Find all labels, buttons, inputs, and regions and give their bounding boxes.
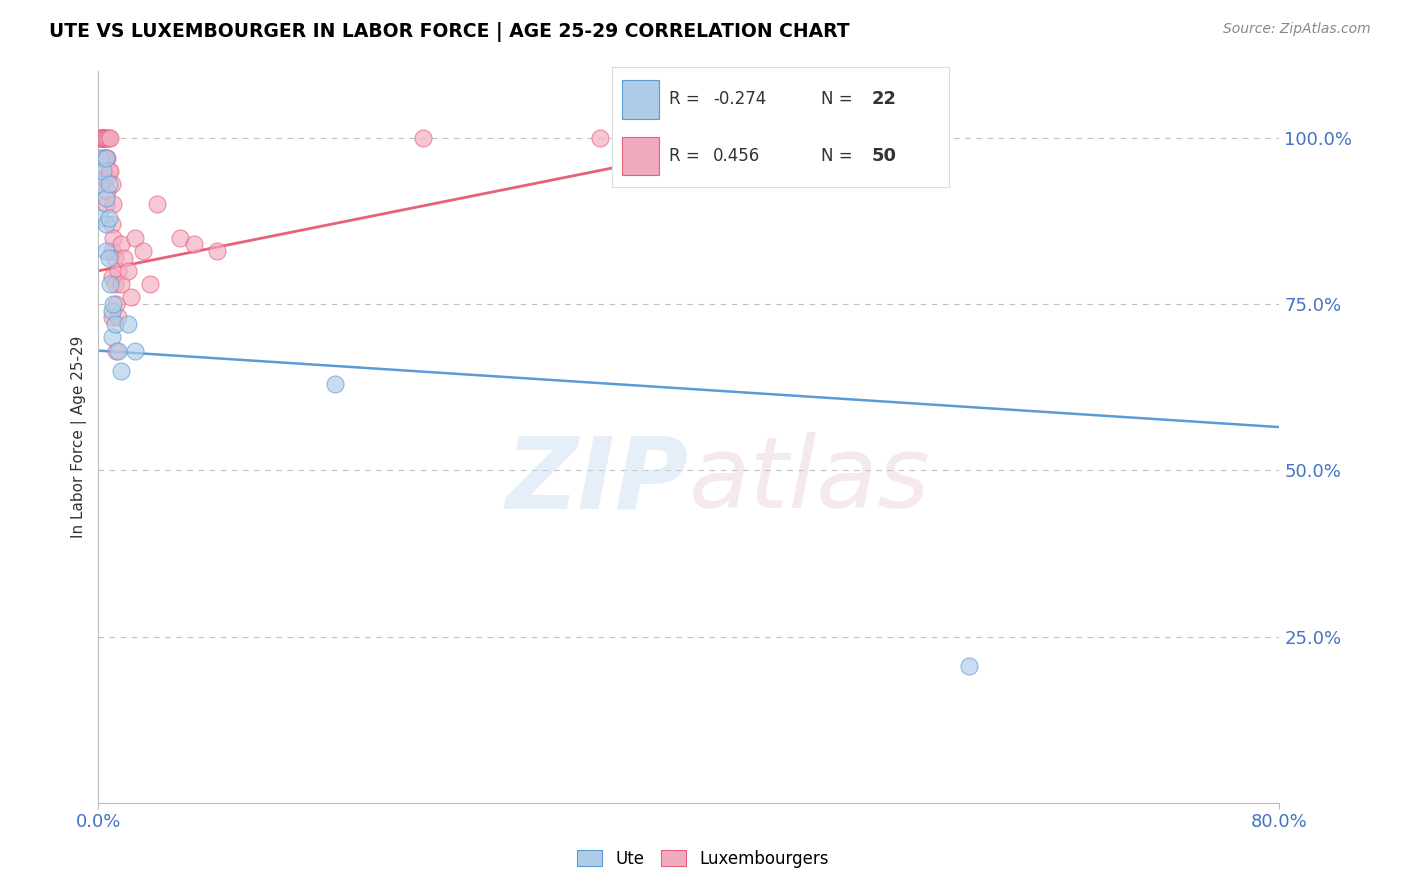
- Point: [124, 230, 146, 244]
- Point: [91, 131, 114, 145]
- Text: R =: R =: [669, 147, 704, 165]
- Point: [97, 131, 120, 145]
- Point: [94, 170, 117, 185]
- Point: [110, 237, 132, 252]
- Point: [205, 244, 228, 258]
- Point: [94, 217, 117, 231]
- Text: 0.456: 0.456: [713, 147, 761, 165]
- Point: [139, 277, 162, 292]
- Point: [96, 184, 118, 198]
- Point: [91, 131, 114, 145]
- Point: [100, 330, 122, 344]
- Text: -0.274: -0.274: [713, 90, 766, 109]
- Point: [94, 151, 117, 165]
- Point: [97, 164, 120, 178]
- Point: [959, 659, 981, 673]
- Point: [100, 303, 122, 318]
- Point: [103, 230, 125, 244]
- Text: R =: R =: [669, 90, 704, 109]
- Text: Source: ZipAtlas.com: Source: ZipAtlas.com: [1223, 22, 1371, 37]
- Point: [412, 131, 434, 145]
- Point: [107, 264, 129, 278]
- Text: 50: 50: [872, 147, 897, 165]
- Y-axis label: In Labor Force | Age 25-29: In Labor Force | Age 25-29: [72, 336, 87, 538]
- Point: [96, 151, 118, 165]
- FancyBboxPatch shape: [621, 80, 659, 119]
- Point: [132, 244, 155, 258]
- Point: [104, 317, 127, 331]
- Text: atlas: atlas: [689, 433, 931, 530]
- Text: 22: 22: [872, 90, 897, 109]
- Point: [120, 290, 142, 304]
- Text: UTE VS LUXEMBOURGER IN LABOR FORCE | AGE 25-29 CORRELATION CHART: UTE VS LUXEMBOURGER IN LABOR FORCE | AGE…: [49, 22, 849, 42]
- Point: [90, 131, 112, 145]
- Point: [94, 197, 117, 211]
- Point: [110, 363, 132, 377]
- Point: [112, 251, 135, 265]
- Text: N =: N =: [821, 147, 858, 165]
- Point: [97, 251, 120, 265]
- Point: [107, 343, 129, 358]
- Point: [100, 178, 122, 192]
- Point: [90, 131, 112, 145]
- Point: [104, 251, 127, 265]
- Point: [105, 297, 128, 311]
- Point: [96, 131, 118, 145]
- Point: [146, 197, 169, 211]
- Point: [93, 151, 115, 165]
- Point: [100, 244, 122, 258]
- Point: [98, 131, 121, 145]
- Point: [117, 264, 139, 278]
- Point: [124, 343, 146, 358]
- Point: [589, 131, 612, 145]
- Point: [97, 178, 120, 192]
- Point: [89, 131, 111, 145]
- Point: [94, 151, 117, 165]
- Point: [100, 310, 122, 325]
- Point: [98, 277, 121, 292]
- Point: [94, 131, 117, 145]
- Point: [100, 270, 122, 285]
- Point: [97, 211, 120, 225]
- Point: [117, 317, 139, 331]
- Point: [91, 164, 114, 178]
- FancyBboxPatch shape: [621, 136, 659, 175]
- Point: [94, 244, 117, 258]
- Point: [107, 310, 129, 325]
- Point: [91, 151, 114, 165]
- Point: [91, 131, 114, 145]
- Point: [93, 170, 115, 185]
- Point: [89, 151, 111, 165]
- Point: [89, 178, 111, 192]
- Point: [169, 230, 191, 244]
- Point: [103, 297, 125, 311]
- Point: [91, 131, 114, 145]
- Point: [183, 237, 205, 252]
- Point: [110, 277, 132, 292]
- Point: [89, 211, 111, 225]
- Text: ZIP: ZIP: [506, 433, 689, 530]
- Point: [94, 191, 117, 205]
- Point: [93, 131, 115, 145]
- Point: [103, 197, 125, 211]
- Point: [100, 217, 122, 231]
- Point: [105, 343, 128, 358]
- Legend: Ute, Luxembourgers: Ute, Luxembourgers: [571, 844, 835, 875]
- Point: [104, 277, 127, 292]
- Point: [323, 376, 346, 391]
- Point: [678, 131, 700, 145]
- Point: [98, 164, 121, 178]
- Text: N =: N =: [821, 90, 858, 109]
